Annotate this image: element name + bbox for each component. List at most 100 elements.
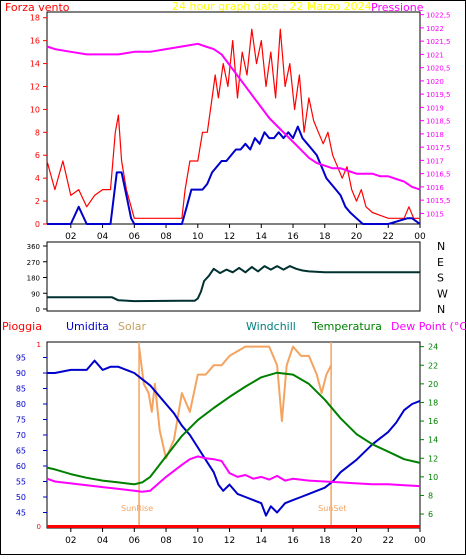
legend-solar: Solar: [118, 320, 147, 333]
y-right-tick-label: 1015,5: [426, 197, 451, 205]
y-left-tick-label: 65: [16, 447, 26, 456]
y-right-tick-label: 24: [428, 343, 438, 352]
x-tick-label: 22: [383, 232, 394, 242]
y-left-tick-label: 6: [35, 151, 40, 160]
y-right-tick-label: 12: [428, 454, 438, 463]
y-right-tick-label: 16: [428, 417, 438, 426]
series-humidity-line: [47, 359, 421, 517]
y-right-tick-label: 8: [428, 491, 433, 500]
y-right-tick-label: 14: [428, 436, 438, 445]
x-tick-label: 08: [160, 232, 172, 242]
y-right-tick-label: 1020,5: [426, 65, 451, 73]
x-tick-label: 18: [319, 536, 331, 546]
panel-wind-direction: 0 N 90 W 180 S 270 E 360 N: [27, 240, 448, 316]
x-tick-label: 00: [414, 232, 426, 242]
y-right-tick-label: 22: [428, 361, 438, 370]
y-left-tick-label: 0: [35, 220, 40, 229]
y-left-tick-label: 16: [30, 37, 40, 46]
panel-wind-frame: [46, 11, 421, 225]
y-left-tick-label: 2: [35, 197, 40, 206]
y-right-tick-label: 1021,5: [426, 38, 451, 46]
y-right-tick-label: 18: [428, 398, 438, 407]
y-left-tick-label: 55: [16, 478, 26, 487]
annotation-sunset: SunSet: [318, 504, 346, 513]
x-tick-label: 04: [97, 536, 109, 546]
y-tick-label: 0: [36, 306, 40, 314]
panel-direction-frame: [46, 241, 421, 312]
y-right-tick-label: 1017: [426, 157, 444, 165]
y-right-tick-label: 1020: [426, 78, 444, 86]
legend-dewpoint: Dew Point (°C): [391, 320, 466, 333]
y-right-tick-label: 6: [428, 510, 433, 519]
x-tick-label: 10: [192, 232, 204, 242]
graph-date-title: 24 hour graph date : 22 Marzo 2024: [172, 0, 372, 13]
y-left-tick-label: 45: [16, 509, 26, 518]
x-tick-label: 20: [351, 536, 363, 546]
pressure-axis-title: Pressione: [371, 1, 424, 14]
y-right-tick-label: 1017,5: [426, 144, 451, 152]
series-pressure-line: [46, 42, 421, 191]
panel-wind-pressure: 02468101214161810151015,510161016,510171…: [30, 12, 451, 242]
x-tick-label: 12: [224, 232, 235, 242]
series-wind-direction-line: [47, 265, 420, 303]
y-right-tick-label: 20: [428, 380, 438, 389]
legend-windchill: Windchill: [246, 320, 296, 333]
y-right-tick-label: 1021: [426, 51, 444, 59]
y-right-tick-label: 1018: [426, 131, 444, 139]
y-right-tick-label: 1019,5: [426, 91, 451, 99]
x-tick-label: 06: [129, 536, 141, 546]
y-right-tick-label: 1016,5: [426, 171, 451, 179]
x-tick-label: 06: [129, 232, 141, 242]
panel-humidity-temperature: 4550556065707580859095016810121416182022…: [16, 341, 438, 546]
legend-humidity: Umidita: [66, 320, 109, 333]
series-temperature-line: [46, 371, 421, 486]
x-tick-label: 00: [414, 536, 426, 546]
y-left-tick-label: 10: [30, 105, 40, 114]
y-right-tick-label: 1016: [426, 184, 444, 192]
legend-temperature: Temperatura: [311, 320, 382, 333]
y-left-tick-label: 18: [30, 14, 40, 23]
x-tick-label: 14: [256, 232, 268, 242]
compass-label: N: [437, 303, 445, 316]
y-right-tick-label: 1022,5: [426, 12, 451, 20]
rain-tick-label: 1: [37, 341, 41, 349]
series-solar-line: [138, 345, 332, 460]
y-left-tick-label: 12: [30, 82, 40, 91]
y-right-tick-label: 1015: [426, 210, 444, 218]
wind-axis-title: Forza vento: [5, 1, 70, 14]
rain-tick-label: 0: [37, 523, 41, 531]
y-left-tick-label: 8: [35, 128, 40, 137]
y-left-tick-label: 14: [30, 60, 40, 69]
compass-label: E: [437, 256, 444, 269]
compass-label: S: [437, 272, 444, 285]
x-tick-label: 22: [383, 536, 394, 546]
y-left-tick-label: 50: [16, 493, 26, 502]
x-tick-label: 20: [351, 232, 363, 242]
x-tick-label: 08: [160, 536, 172, 546]
y-tick-label: 180: [27, 275, 40, 283]
y-tick-label: 90: [31, 290, 40, 298]
x-tick-label: 18: [319, 232, 331, 242]
y-tick-label: 270: [27, 259, 40, 267]
y-left-tick-label: 85: [16, 385, 26, 394]
y-left-tick-label: 70: [16, 431, 26, 440]
y-right-tick-label: 1022: [426, 25, 444, 33]
compass-label: W: [437, 287, 448, 300]
x-tick-label: 14: [256, 536, 268, 546]
y-left-tick-label: 4: [35, 174, 40, 183]
y-left-tick-label: 90: [16, 369, 26, 378]
y-left-tick-label: 75: [16, 416, 26, 425]
y-right-tick-label: 1018,5: [426, 118, 451, 126]
x-tick-label: 12: [224, 536, 235, 546]
y-right-tick-label: 10: [428, 473, 438, 482]
x-tick-label: 16: [287, 232, 299, 242]
compass-label: N: [437, 240, 445, 253]
legend-rain: Pioggia: [2, 320, 42, 333]
y-tick-label: 360: [27, 243, 40, 251]
x-tick-label: 02: [65, 536, 76, 546]
series-wind-line: [46, 28, 420, 219]
x-tick-label: 16: [287, 536, 299, 546]
